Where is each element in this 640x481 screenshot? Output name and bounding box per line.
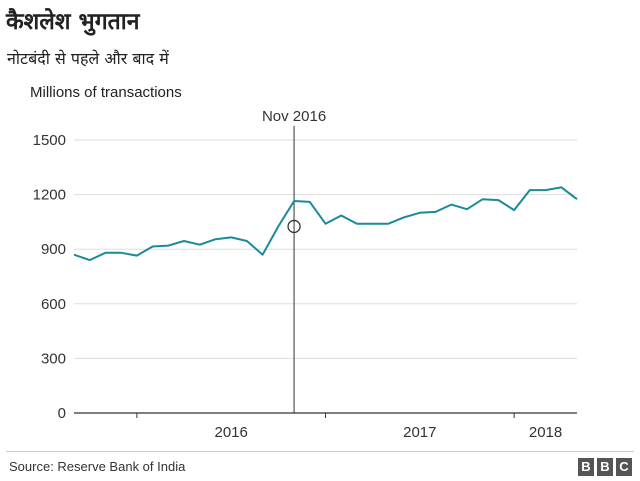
y-tick-label: 1500 — [33, 132, 66, 149]
source-note: Source: Reserve Bank of India — [9, 459, 186, 474]
chart-subtitle: नोटबंदी से पहले और बाद में — [7, 49, 169, 68]
y-tick-label: 900 — [41, 241, 66, 258]
y-axis-label: Millions of transactions — [30, 84, 182, 101]
annotation-label: Nov 2016 — [262, 108, 326, 125]
chart-title: कैशलेश भुगतान — [6, 9, 140, 35]
y-tick-label: 300 — [41, 350, 66, 367]
annotation-marker — [287, 219, 301, 234]
series-line — [73, 186, 578, 262]
logo-letter: C — [616, 458, 632, 476]
x-tick-label: 2018 — [529, 424, 562, 441]
logo-letter: B — [578, 458, 594, 476]
y-tick-label: 1200 — [33, 187, 66, 204]
x-tick-label: 2017 — [403, 424, 436, 441]
logo-letter: B — [597, 458, 613, 476]
x-tick-label: 2016 — [215, 424, 248, 441]
footer-divider — [6, 451, 634, 452]
y-tick-label: 600 — [41, 296, 66, 313]
y-tick-label: 0 — [58, 405, 66, 422]
bbc-logo: B B C — [578, 458, 632, 476]
